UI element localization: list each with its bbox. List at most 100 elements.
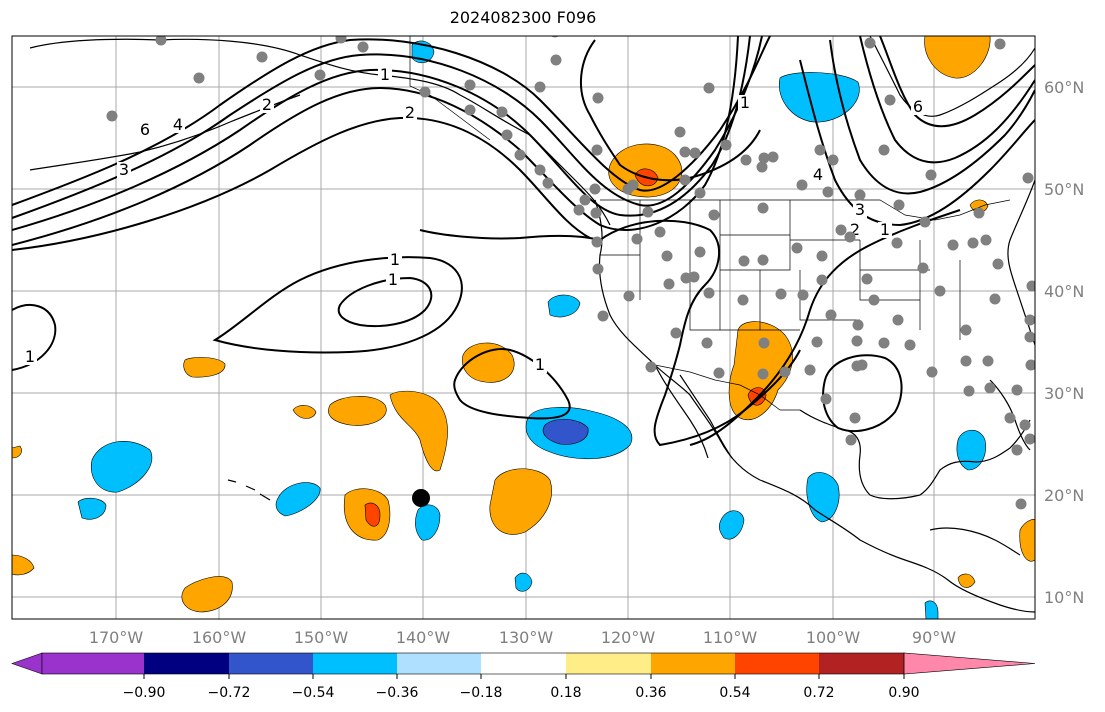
station-dot	[590, 207, 602, 219]
station-dot	[960, 355, 972, 367]
station-dot	[852, 319, 864, 331]
station-dot	[963, 385, 975, 397]
station-dot	[827, 154, 839, 166]
station-dot	[737, 294, 749, 306]
latitude-labels: 60°N 50°N 40°N 30°N 20°N 10°N	[1044, 78, 1084, 607]
station-dot	[155, 36, 167, 46]
station-dot	[464, 79, 476, 91]
longitude-label: 130°W	[499, 628, 554, 647]
latitude-label: 10°N	[1044, 588, 1084, 607]
station-dot	[106, 110, 118, 122]
positive-anomaly-region	[924, 36, 991, 79]
station-dot	[934, 285, 946, 297]
station-dot	[1019, 419, 1031, 431]
station-dot	[645, 361, 657, 373]
colorbar-segment	[819, 653, 904, 674]
contour-label-bg	[878, 222, 892, 238]
station-dot	[642, 206, 654, 218]
station-dot	[980, 234, 992, 246]
station-dot	[1022, 172, 1034, 184]
contour-label: 1	[390, 250, 400, 269]
station-dot	[591, 236, 603, 248]
positive-anomaly-region	[181, 576, 233, 613]
contour-line	[453, 348, 571, 420]
contour-label-bg	[378, 67, 392, 83]
station-dot	[861, 273, 873, 285]
positive-anomaly-region	[462, 342, 515, 383]
station-dot	[851, 335, 863, 347]
station-dot	[703, 287, 715, 299]
station-dot	[701, 337, 713, 349]
longitude-label: 90°W	[912, 628, 956, 647]
station-dot	[740, 154, 752, 166]
contour-label-bg	[171, 117, 185, 133]
station-dot	[622, 183, 634, 195]
station-dot	[654, 226, 666, 238]
station-dot	[811, 336, 823, 348]
contour-line	[12, 36, 763, 219]
station-dot	[919, 216, 931, 228]
colorbar-segment	[481, 653, 566, 674]
colorbar	[11, 652, 1036, 675]
station-dot	[713, 367, 725, 379]
station-dot	[849, 412, 861, 424]
contour-line	[212, 256, 463, 354]
longitude-label: 110°W	[703, 628, 758, 647]
station-markers	[106, 36, 1035, 510]
station-dot	[496, 106, 508, 118]
station-dot	[688, 271, 700, 283]
station-dot	[960, 324, 972, 336]
cuba-coast	[929, 527, 1021, 556]
station-dot	[835, 224, 847, 236]
station-dot	[1026, 280, 1035, 292]
longitude-label: 170°W	[89, 628, 144, 647]
contour-line	[829, 39, 1035, 195]
station-dot	[820, 393, 832, 405]
longitude-labels: 170°W 160°W 150°W 140°W 130°W 120°W 110°W 100°W…	[89, 628, 956, 647]
contour-label: 6	[913, 97, 923, 116]
contour-line	[859, 36, 1035, 164]
station-dot	[796, 179, 808, 191]
contour-line	[579, 39, 761, 182]
political-borders	[409, 36, 1011, 411]
station-dot	[1024, 314, 1035, 326]
contour-label: 4	[173, 115, 183, 134]
station-dot	[738, 255, 750, 267]
colorbar-segment	[735, 653, 819, 674]
station-dot	[845, 434, 857, 446]
station-dot	[1004, 412, 1016, 424]
station-dot	[878, 337, 890, 349]
station-dot	[756, 161, 768, 173]
station-dot	[542, 177, 554, 189]
positive-anomaly-region	[328, 396, 387, 426]
station-dot	[720, 139, 732, 151]
colorbar-tick-label: −0.36	[376, 685, 419, 701]
colorbar-tick-label: 0.90	[888, 685, 919, 701]
latitude-label: 40°N	[1044, 282, 1084, 301]
station-dot	[779, 366, 791, 378]
contour-label-bg	[811, 167, 825, 183]
positive-anomaly-region	[12, 445, 22, 459]
contour-label: 1	[740, 93, 750, 112]
colorbar-max-extension	[903, 652, 1036, 675]
station-dot	[947, 239, 959, 251]
contour-label: 3	[855, 200, 865, 219]
station-dot	[757, 254, 769, 266]
gulf-of-california	[679, 374, 733, 459]
positive-anomaly-region	[389, 390, 448, 472]
negative-anomaly-region	[514, 572, 533, 592]
positive-anomaly-region	[1019, 519, 1035, 562]
contour-label-bg	[388, 252, 402, 268]
station-dot	[967, 237, 979, 249]
map-frame	[11, 35, 1036, 620]
station-dot	[758, 152, 770, 164]
station-dot	[631, 233, 643, 245]
contour-label: 1	[380, 65, 390, 84]
station-dot	[679, 146, 691, 158]
contour-label-bg	[23, 349, 37, 365]
negative-anomaly-region	[77, 497, 107, 520]
contour-label-bg	[911, 99, 925, 115]
station-dot	[891, 237, 903, 249]
